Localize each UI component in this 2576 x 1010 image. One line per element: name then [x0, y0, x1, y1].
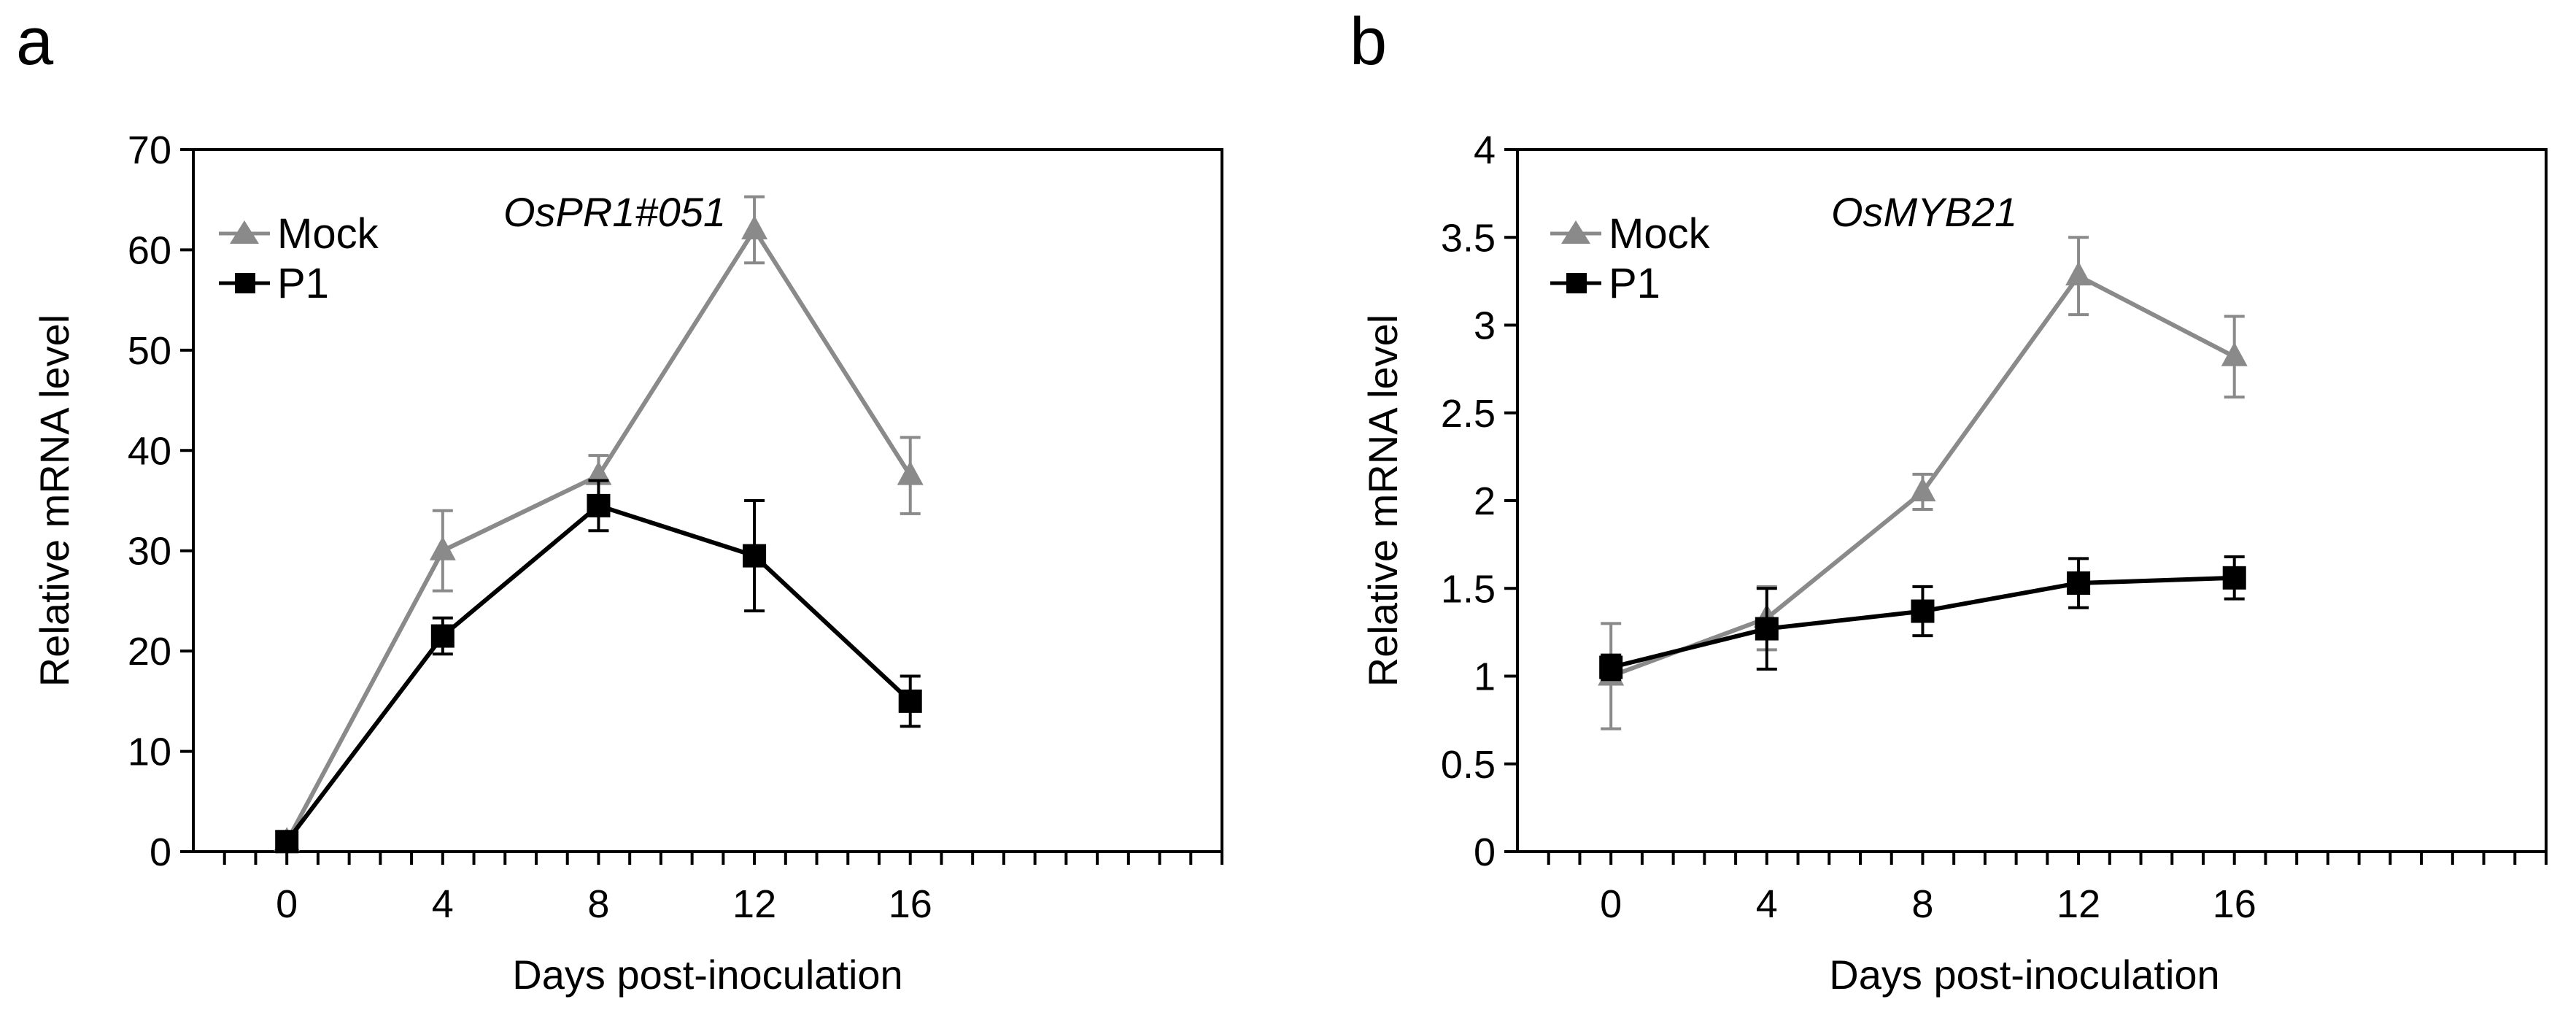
x-axis-tick-labels: 0 4 8 12 16 — [276, 882, 932, 926]
plot-frame — [192, 148, 1223, 853]
series-line-mock — [285, 225, 913, 843]
data-point-mock — [897, 460, 924, 485]
series-line-p1 — [285, 503, 912, 844]
x-tick-label: 8 — [587, 882, 609, 926]
panel-label: b — [1350, 4, 1387, 79]
data-point-p1 — [1599, 655, 1623, 679]
legend-label-mock: Mock — [1609, 210, 1711, 258]
panel-b: b 0 0.5 1 1.5 2 2.5 3 3.5 4 0 4 8 12 16 Days post-in… — [1350, 4, 2548, 998]
y-tick-label: 30 — [128, 530, 171, 574]
y-axis-title: Relative mRNA level — [31, 315, 77, 687]
x-tick-label: 0 — [276, 882, 298, 926]
y-axis-tick-labels: 0 10 20 30 40 50 60 70 — [128, 128, 171, 874]
data-point-mock — [1909, 477, 1936, 501]
x-tick-label: 16 — [2213, 882, 2256, 926]
data-point-p1 — [587, 493, 611, 517]
data-point-mock — [429, 536, 456, 560]
y-tick-label: 0 — [150, 830, 171, 874]
y-axis-ticks — [180, 148, 193, 853]
x-tick-label: 4 — [1756, 882, 1778, 926]
x-axis-title: Days post-inoculation — [1829, 952, 2219, 998]
y-tick-label: 1 — [1474, 655, 1496, 699]
x-axis-title: Days post-inoculation — [512, 952, 902, 998]
chart-title: OsMYB21 — [1831, 189, 2017, 235]
y-tick-label: 50 — [128, 329, 171, 373]
data-point-p1 — [2222, 566, 2246, 590]
y-tick-label: 60 — [128, 228, 171, 272]
x-tick-label: 16 — [889, 882, 932, 926]
x-axis-tick-labels: 0 4 8 12 16 — [1600, 882, 2256, 926]
legend-marker-p1 — [1566, 273, 1587, 293]
legend-label-mock: Mock — [277, 210, 379, 258]
legend: Mock P1 — [1550, 210, 1711, 307]
panel-label: a — [16, 4, 54, 79]
data-point-p1 — [898, 689, 922, 713]
x-tick-label: 12 — [732, 882, 776, 926]
data-point-p1 — [2067, 571, 2091, 595]
chart-title: OsPR1#051 — [503, 189, 726, 235]
data-point-mock — [2065, 261, 2092, 286]
x-tick-label: 12 — [2057, 882, 2100, 926]
y-tick-label: 4 — [1474, 128, 1496, 172]
legend-label-p1: P1 — [277, 260, 329, 307]
legend-marker-mock — [230, 220, 259, 244]
x-tick-label: 0 — [1600, 882, 1622, 926]
y-axis-tick-labels: 0 0.5 1 1.5 2 2.5 3 3.5 4 — [1441, 128, 1496, 874]
y-tick-label: 3 — [1474, 304, 1496, 348]
legend-marker-p1 — [235, 273, 255, 293]
x-tick-label: 8 — [1911, 882, 1933, 926]
data-point-mock — [585, 460, 612, 485]
y-axis-title: Relative mRNA level — [1360, 315, 1406, 687]
y-tick-label: 70 — [128, 128, 171, 172]
y-tick-label: 3.5 — [1441, 216, 1496, 260]
y-tick-label: 0.5 — [1441, 743, 1496, 787]
y-tick-label: 20 — [128, 630, 171, 674]
data-point-p1 — [430, 624, 455, 648]
y-tick-label: 40 — [128, 429, 171, 473]
y-tick-label: 10 — [128, 730, 171, 774]
legend: Mock P1 — [219, 210, 379, 307]
data-point-mock — [741, 215, 768, 239]
data-point-p1 — [1911, 599, 1935, 623]
y-tick-label: 0 — [1474, 830, 1496, 874]
panel-a: a 0 10 20 30 40 50 60 70 0 4 8 12 16 Days post-inoc… — [16, 4, 1223, 998]
y-axis-ticks — [1504, 148, 1517, 853]
y-tick-label: 2.5 — [1441, 392, 1496, 436]
data-point-p1 — [1755, 617, 1779, 641]
legend-marker-mock — [1561, 220, 1590, 244]
data-point-p1 — [743, 544, 767, 568]
series-layer — [1598, 236, 2248, 730]
data-point-mock — [2221, 342, 2248, 366]
x-axis-ticks — [223, 852, 1223, 865]
x-tick-label: 4 — [432, 882, 454, 926]
data-point-p1 — [275, 830, 299, 854]
legend-label-p1: P1 — [1609, 260, 1660, 307]
series-layer — [274, 195, 924, 854]
y-tick-label: 1.5 — [1441, 567, 1496, 611]
y-tick-label: 2 — [1474, 479, 1496, 523]
x-axis-ticks — [1547, 852, 2548, 865]
